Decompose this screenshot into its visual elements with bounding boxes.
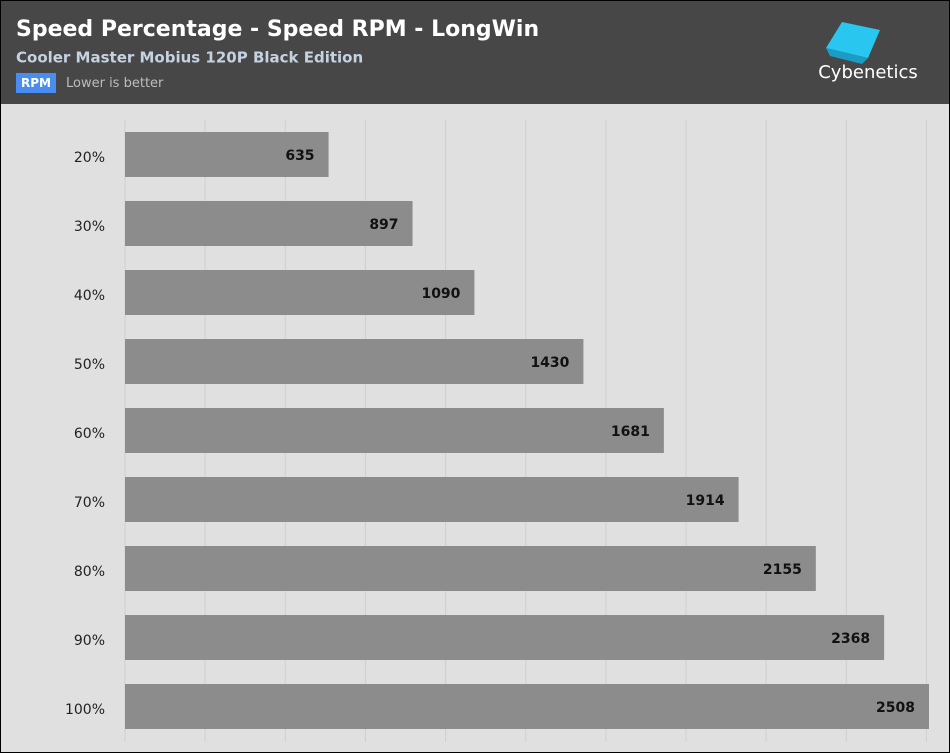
note: Lower is better [66, 76, 164, 91]
y-tick-label: 100% [65, 702, 105, 718]
bar [125, 132, 329, 177]
bar [125, 615, 885, 660]
bar [125, 477, 739, 522]
logo [826, 22, 880, 64]
chart-title: Speed Percentage - Speed RPM - LongWin [16, 17, 539, 42]
y-tick-label: 50% [74, 357, 105, 373]
value-label: 1681 [611, 424, 650, 440]
value-label: 2508 [876, 700, 915, 716]
header [1, 1, 949, 104]
y-tick-label: 30% [74, 219, 105, 235]
y-tick-label: 60% [74, 426, 105, 442]
y-tick-label: 40% [74, 288, 105, 304]
brand: Cybenetics [818, 62, 918, 83]
value-label: 1090 [421, 286, 460, 302]
value-label: 897 [369, 217, 398, 233]
subtitle: Cooler Master Mobius 120P Black Edition [16, 49, 363, 67]
y-tick-label: 80% [74, 564, 105, 580]
bar [125, 684, 929, 729]
y-tick-label: 90% [74, 633, 105, 649]
value-label: 1430 [530, 355, 569, 371]
badge: RPM [21, 76, 51, 90]
y-tick-label: 20% [74, 150, 105, 166]
value-label: 2368 [831, 631, 870, 647]
y-tick-label: 70% [74, 495, 105, 511]
bar [125, 339, 584, 384]
bar [125, 270, 475, 315]
bar [125, 546, 816, 591]
value-label: 635 [285, 148, 314, 164]
value-label: 1914 [686, 493, 725, 509]
bar [125, 201, 413, 246]
value-label: 2155 [763, 562, 802, 578]
badge-box [16, 73, 56, 93]
bar [125, 408, 664, 453]
